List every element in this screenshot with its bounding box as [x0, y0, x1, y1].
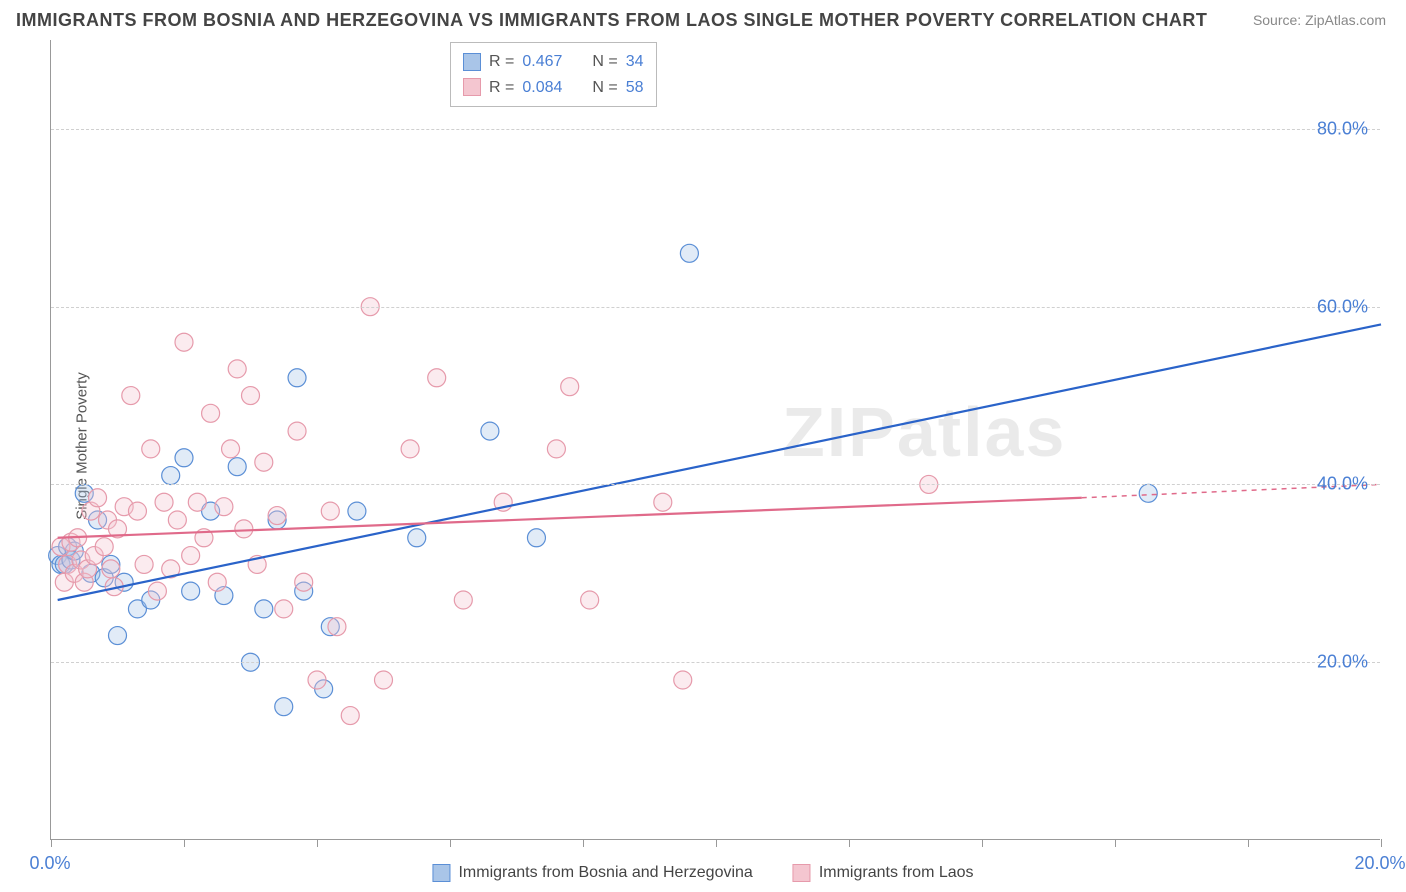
scatter-point-laos	[128, 502, 146, 520]
scatter-point-laos	[654, 493, 672, 511]
y-tick-label: 80.0%	[1317, 118, 1368, 139]
scatter-point-laos	[175, 333, 193, 351]
scatter-point-bosnia	[680, 244, 698, 262]
scatter-point-laos	[321, 502, 339, 520]
y-tick-label: 40.0%	[1317, 474, 1368, 495]
scatter-point-laos	[182, 547, 200, 565]
x-tick-label: 0.0%	[29, 853, 70, 874]
scatter-point-laos	[208, 573, 226, 591]
n-label: N =	[592, 49, 617, 75]
scatter-point-laos	[328, 618, 346, 636]
scatter-point-laos	[454, 591, 472, 609]
scatter-point-laos	[148, 582, 166, 600]
scatter-point-bosnia	[288, 369, 306, 387]
scatter-point-laos	[341, 707, 359, 725]
scatter-point-laos	[275, 600, 293, 618]
y-tick-label: 20.0%	[1317, 652, 1368, 673]
scatter-point-laos	[428, 369, 446, 387]
grid-line	[51, 307, 1380, 308]
r-label: R =	[489, 49, 514, 75]
x-tick	[716, 839, 717, 847]
grid-line	[51, 129, 1380, 130]
x-tick	[450, 839, 451, 847]
grid-line	[51, 484, 1380, 485]
scatter-point-bosnia	[527, 529, 545, 547]
x-tick	[317, 839, 318, 847]
scatter-point-laos	[561, 378, 579, 396]
scatter-point-laos	[401, 440, 419, 458]
scatter-point-laos	[308, 671, 326, 689]
scatter-point-laos	[168, 511, 186, 529]
scatter-point-laos	[215, 498, 233, 516]
x-tick	[1115, 839, 1116, 847]
x-tick	[583, 839, 584, 847]
swatch-laos	[463, 78, 481, 96]
series-label: Immigrants from Laos	[819, 864, 974, 882]
scatter-point-laos	[242, 387, 260, 405]
scatter-point-laos	[89, 489, 107, 507]
n-value: 58	[626, 75, 644, 101]
swatch-bosnia	[432, 864, 450, 882]
scatter-point-laos	[155, 493, 173, 511]
x-tick	[1381, 839, 1382, 847]
swatch-laos	[793, 864, 811, 882]
scatter-point-bosnia	[275, 698, 293, 716]
plot-area: ZIPatlas 20.0%40.0%60.0%80.0%	[50, 40, 1380, 840]
x-tick	[51, 839, 52, 847]
scatter-point-laos	[122, 387, 140, 405]
scatter-point-bosnia	[162, 467, 180, 485]
scatter-point-laos	[581, 591, 599, 609]
scatter-point-bosnia	[228, 458, 246, 476]
legend-series: Immigrants from Bosnia and Herzegovina Im…	[432, 864, 973, 882]
scatter-point-bosnia	[175, 449, 193, 467]
scatter-point-laos	[375, 671, 393, 689]
legend-item-bosnia: Immigrants from Bosnia and Herzegovina	[432, 864, 752, 882]
scatter-point-laos	[288, 422, 306, 440]
x-tick	[849, 839, 850, 847]
x-tick-label: 20.0%	[1354, 853, 1405, 874]
legend-item-laos: Immigrants from Laos	[793, 864, 974, 882]
r-label: R =	[489, 75, 514, 101]
n-value: 34	[626, 49, 644, 75]
scatter-point-laos	[102, 560, 120, 578]
scatter-point-laos	[268, 507, 286, 525]
scatter-point-bosnia	[348, 502, 366, 520]
n-label: N =	[592, 75, 617, 101]
scatter-point-laos	[188, 493, 206, 511]
scatter-point-laos	[202, 404, 220, 422]
grid-line	[51, 662, 1380, 663]
y-tick-label: 60.0%	[1317, 296, 1368, 317]
scatter-point-laos	[674, 671, 692, 689]
x-tick	[184, 839, 185, 847]
source-attribution: Source: ZipAtlas.com	[1253, 12, 1386, 28]
legend-stat-row-laos: R = 0.084 N = 58	[463, 75, 644, 101]
scatter-point-laos	[547, 440, 565, 458]
scatter-point-laos	[228, 360, 246, 378]
scatter-point-bosnia	[408, 529, 426, 547]
legend-stat-row-bosnia: R = 0.467 N = 34	[463, 49, 644, 75]
legend-correlation-box: R = 0.467 N = 34 R = 0.084 N = 58	[450, 42, 657, 107]
chart-svg	[51, 40, 1380, 839]
scatter-point-laos	[295, 573, 313, 591]
scatter-point-bosnia	[481, 422, 499, 440]
scatter-point-laos	[142, 440, 160, 458]
scatter-point-bosnia	[1139, 484, 1157, 502]
scatter-point-bosnia	[182, 582, 200, 600]
chart-title: IMMIGRANTS FROM BOSNIA AND HERZEGOVINA V…	[16, 10, 1207, 31]
scatter-point-laos	[222, 440, 240, 458]
scatter-point-laos	[255, 453, 273, 471]
series-label: Immigrants from Bosnia and Herzegovina	[458, 864, 752, 882]
r-value: 0.467	[522, 49, 562, 75]
scatter-point-laos	[135, 555, 153, 573]
scatter-point-bosnia	[109, 627, 127, 645]
scatter-point-laos	[95, 538, 113, 556]
r-value: 0.084	[522, 75, 562, 101]
swatch-bosnia	[463, 53, 481, 71]
x-tick	[982, 839, 983, 847]
scatter-point-bosnia	[255, 600, 273, 618]
x-tick	[1248, 839, 1249, 847]
scatter-point-laos	[235, 520, 253, 538]
